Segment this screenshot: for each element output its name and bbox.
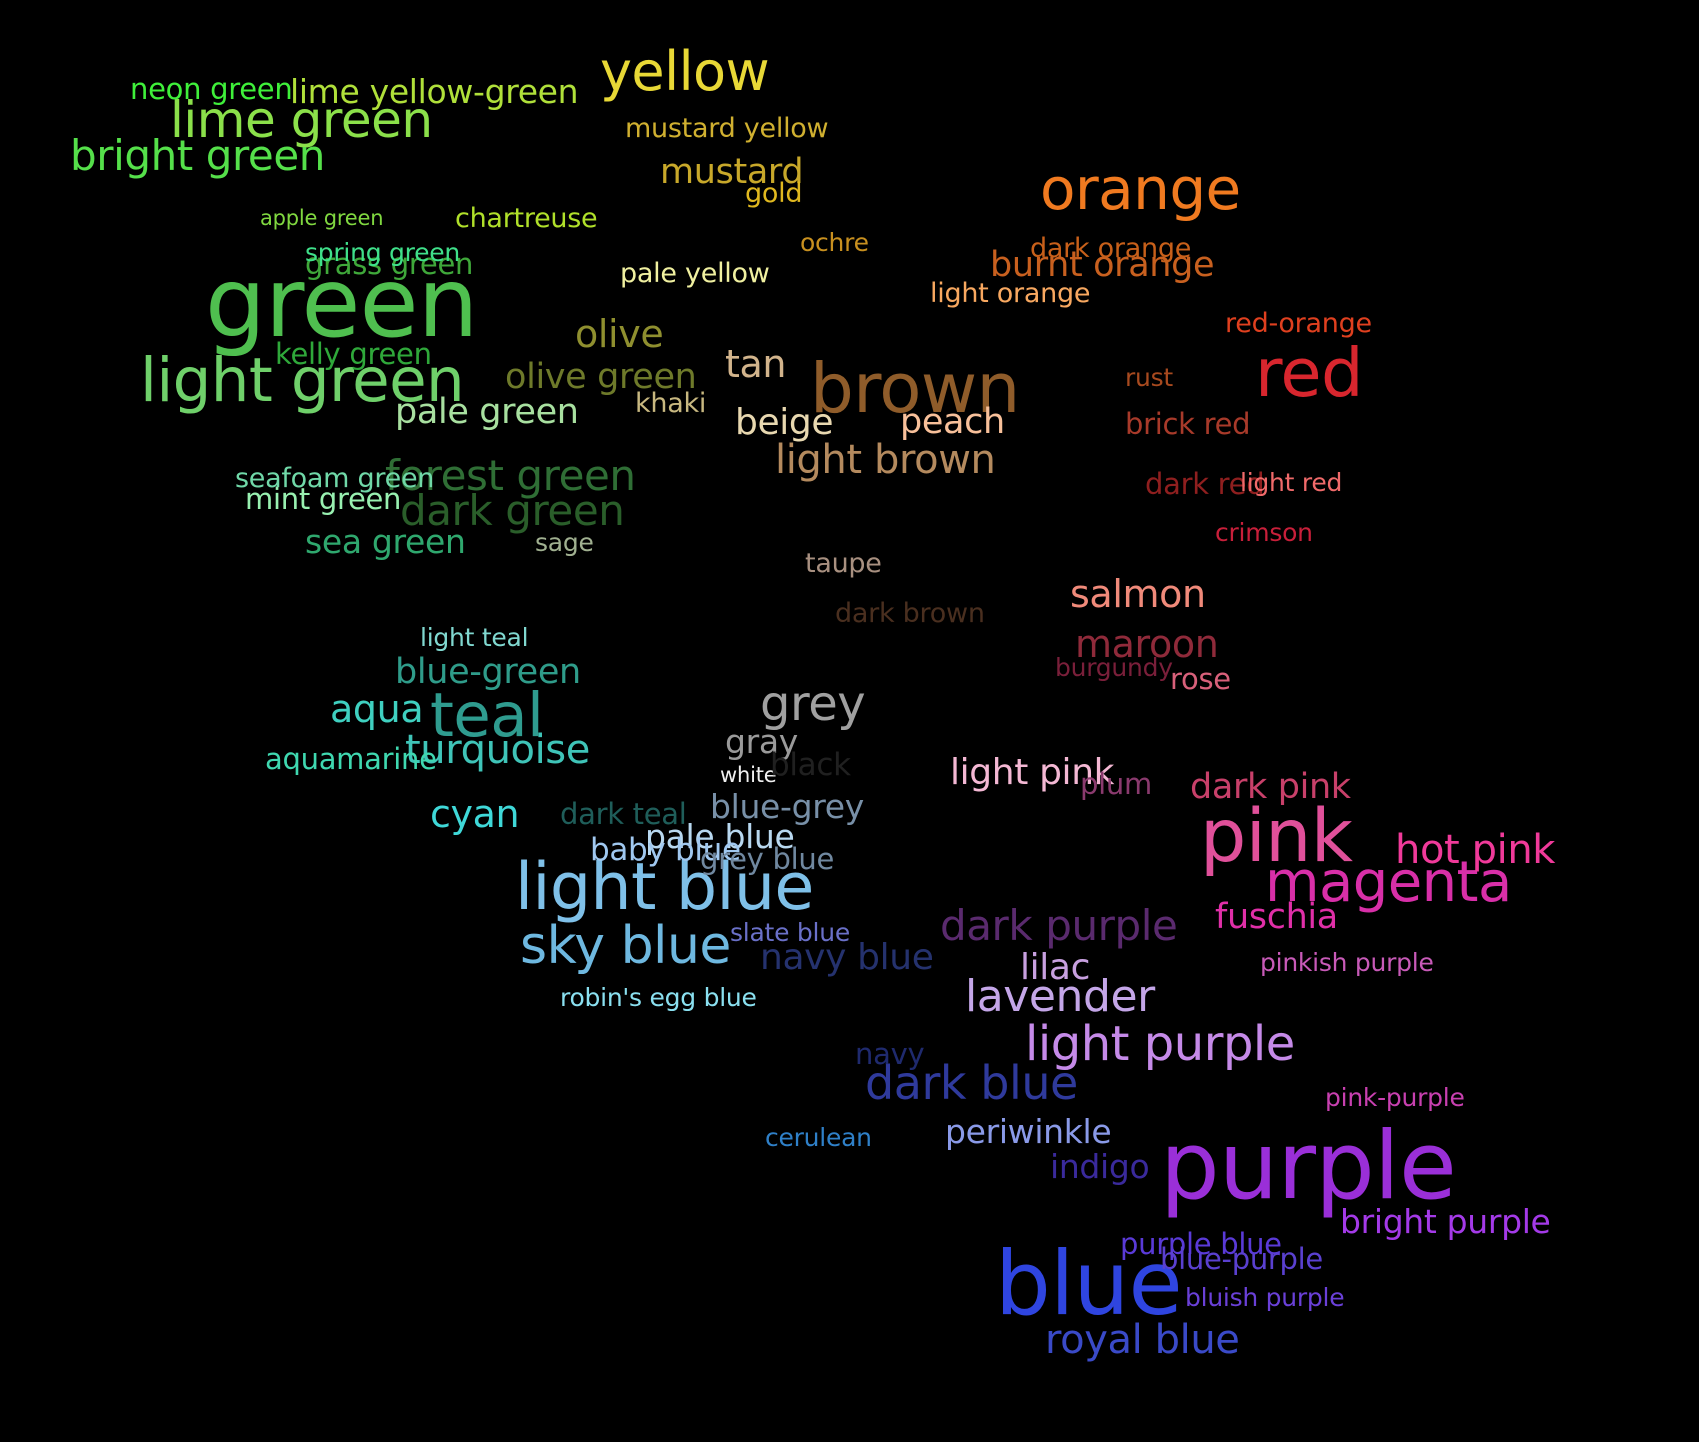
word-forest-green: forest green [385, 451, 636, 500]
word-grey-blue: grey blue [700, 842, 834, 876]
word-pink-purple: pink-purple [1325, 1083, 1465, 1112]
word-burnt-orange: burnt orange [990, 245, 1215, 285]
word-cerulean: cerulean [765, 1123, 872, 1152]
word-turquoise: turquoise [405, 727, 590, 773]
word-baby-blue: baby blue [590, 832, 741, 868]
word-aqua: aqua [330, 687, 424, 731]
word-apple-green: apple green [260, 206, 384, 230]
word-magenta: magenta [1265, 850, 1512, 915]
word-dark-brown: dark brown [835, 598, 985, 629]
word-olive-green: olive green [505, 357, 697, 397]
word-bright-green: bright green [70, 131, 325, 180]
word-brick-red: brick red [1125, 407, 1251, 441]
word-pale-yellow: pale yellow [620, 258, 770, 289]
word-beige: beige [735, 402, 834, 443]
word-kelly-green: kelly green [275, 337, 432, 371]
word-gray: gray [725, 722, 798, 761]
word-green: green [205, 247, 478, 359]
word-light-blue: light blue [515, 850, 814, 925]
word-white: white [720, 763, 777, 787]
word-pinkish-purple: pinkish purple [1260, 948, 1434, 977]
word-dark-orange: dark orange [1030, 233, 1192, 264]
word-purple-blue: purple blue [1120, 1227, 1282, 1261]
word-navy: navy [855, 1037, 925, 1071]
word-slate-blue: slate blue [730, 918, 850, 947]
word-khaki: khaki [635, 388, 707, 419]
word-blue: blue [995, 1232, 1183, 1335]
word-light-brown: light brown [775, 437, 996, 483]
word-aquamarine: aquamarine [265, 742, 437, 776]
word-hot-pink: hot pink [1395, 827, 1556, 873]
word-brown: brown [810, 349, 1020, 429]
word-fuschia: fuschia [1215, 897, 1338, 937]
word-rust: rust [1125, 363, 1173, 392]
word-crimson: crimson [1215, 518, 1313, 547]
word-seafoam-green: seafoam green [235, 463, 435, 494]
word-lilac: lilac [1020, 947, 1091, 988]
word-grass-green: grass green [305, 247, 474, 281]
word-yellow: yellow [600, 40, 770, 103]
word-teal: teal [430, 680, 544, 751]
word-ochre: ochre [800, 228, 869, 257]
word-lime-yellow-green: lime yellow-green [290, 72, 579, 111]
word-light-teal: light teal [420, 623, 529, 652]
word-light-purple: light purple [1025, 1016, 1295, 1072]
word-red-orange: red-orange [1225, 308, 1372, 339]
word-blue-grey: blue-grey [710, 787, 864, 826]
word-black: black [770, 747, 851, 783]
word-robin-s-egg-blue: robin's egg blue [560, 983, 757, 1012]
word-peach: peach [900, 402, 1005, 442]
word-dark-purple: dark purple [940, 901, 1178, 950]
word-sky-blue: sky blue [520, 916, 731, 976]
word-lavender: lavender [965, 971, 1155, 1022]
word-taupe: taupe [805, 548, 882, 579]
word-pale-green: pale green [395, 392, 579, 432]
word-grey: grey [760, 676, 866, 732]
word-mustard-yellow: mustard yellow [625, 113, 829, 144]
word-dark-blue: dark blue [865, 1056, 1078, 1110]
word-navy-blue: navy blue [760, 937, 934, 978]
word-plum: plum [1080, 767, 1152, 801]
word-light-green: light green [140, 345, 465, 416]
word-mustard: mustard [660, 152, 804, 192]
word-mint-green: mint green [245, 482, 402, 516]
word-bright-purple: bright purple [1340, 1202, 1551, 1241]
word-royal-blue: royal blue [1045, 1317, 1240, 1363]
word-indigo: indigo [1050, 1147, 1150, 1186]
word-chartreuse: chartreuse [455, 203, 598, 234]
word-rose: rose [1170, 662, 1231, 696]
word-light-pink: light pink [950, 752, 1115, 793]
word-light-red: light red [1240, 468, 1343, 497]
word-blue-purple: blue-purple [1160, 1242, 1323, 1276]
word-light-orange: light orange [930, 278, 1091, 309]
word-neon-green: neon green [130, 72, 293, 106]
word-red: red [1255, 334, 1363, 412]
word-bluish-purple: bluish purple [1185, 1283, 1345, 1312]
word-blue-green: blue-green [395, 652, 581, 692]
word-dark-pink: dark pink [1190, 767, 1351, 807]
word-dark-red: dark red [1145, 467, 1265, 501]
word-olive: olive [575, 312, 664, 356]
word-pale-blue: pale blue [645, 817, 795, 856]
word-spring-green: spring green [305, 238, 460, 267]
word-tan: tan [725, 342, 787, 386]
word-maroon: maroon [1075, 622, 1219, 666]
word-sage: sage [535, 528, 594, 557]
word-purple: purple [1160, 1112, 1457, 1221]
word-periwinkle: periwinkle [945, 1112, 1112, 1151]
word-salmon: salmon [1070, 572, 1206, 616]
word-sea-green: sea green [305, 522, 466, 561]
word-dark-green: dark green [400, 486, 625, 535]
word-pink: pink [1200, 794, 1353, 879]
word-orange: orange [1040, 155, 1241, 223]
word-gold: gold [745, 178, 803, 209]
word-dark-teal: dark teal [560, 797, 687, 831]
word-cyan: cyan [430, 792, 520, 836]
word-burgundy: burgundy [1055, 653, 1173, 682]
word-lime-green: lime green [170, 91, 433, 149]
